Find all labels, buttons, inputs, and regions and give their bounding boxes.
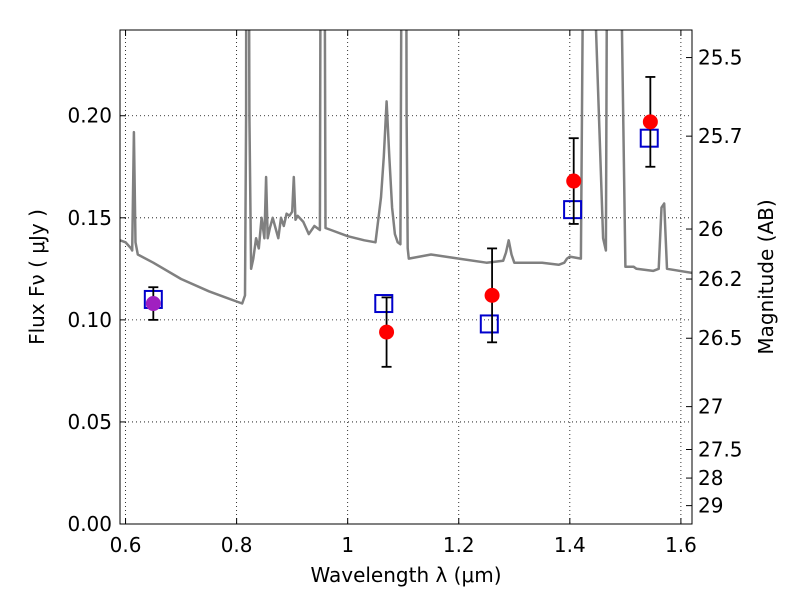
y2-axis-label: Magnitude (AB) [754, 199, 778, 354]
observed-point-marker [379, 324, 395, 340]
axis-ticks: 0.6 0.8 1 1.2 1.4 1.6 0.00 0.05 0.10 0.15 0.20 25.5… [67, 30, 743, 557]
y2-tick-label: 26.5 [698, 326, 743, 350]
y-tick-label: 0.20 [67, 104, 112, 128]
observed-point-marker [145, 296, 161, 312]
y-tick-label: 0.00 [67, 512, 112, 536]
model-point-marker [479, 314, 499, 334]
model-point-marker [639, 128, 659, 148]
plot-frame [119, 29, 693, 525]
x-tick-label: 1.6 [665, 533, 697, 557]
x-tick-label: 1.4 [554, 533, 586, 557]
y2-tick-label: 25.5 [698, 46, 743, 70]
y2-tick-label: 28 [698, 466, 723, 490]
plot-area [120, 30, 692, 368]
x-tick-label: 1 [341, 533, 354, 557]
x-axis-label: Wavelength λ (μm) [310, 563, 501, 587]
x-tick-label: 0.8 [221, 533, 253, 557]
x-tick-label: 0.6 [110, 533, 142, 557]
y-tick-label: 0.10 [67, 308, 112, 332]
y2-tick-label: 29 [698, 494, 723, 518]
observed-point-marker [566, 173, 582, 189]
y2-tick-label: 25.7 [698, 124, 743, 148]
y-tick-label: 0.15 [67, 206, 112, 230]
model-point-marker [374, 294, 394, 314]
model-spectrum-line [120, 30, 692, 305]
y-tick-label: 0.05 [67, 410, 112, 434]
y2-tick-label: 27.5 [698, 437, 743, 461]
x-tick-label: 1.2 [443, 533, 475, 557]
y-axis-label: Flux Fν ( μJy ) [25, 209, 49, 345]
y2-tick-label: 26 [698, 217, 723, 241]
observed-point-marker [642, 114, 658, 130]
model-point-marker [563, 200, 583, 220]
observed-point-marker [484, 287, 500, 303]
y2-tick-label: 27 [698, 395, 723, 419]
y2-tick-label: 26.2 [698, 267, 743, 291]
